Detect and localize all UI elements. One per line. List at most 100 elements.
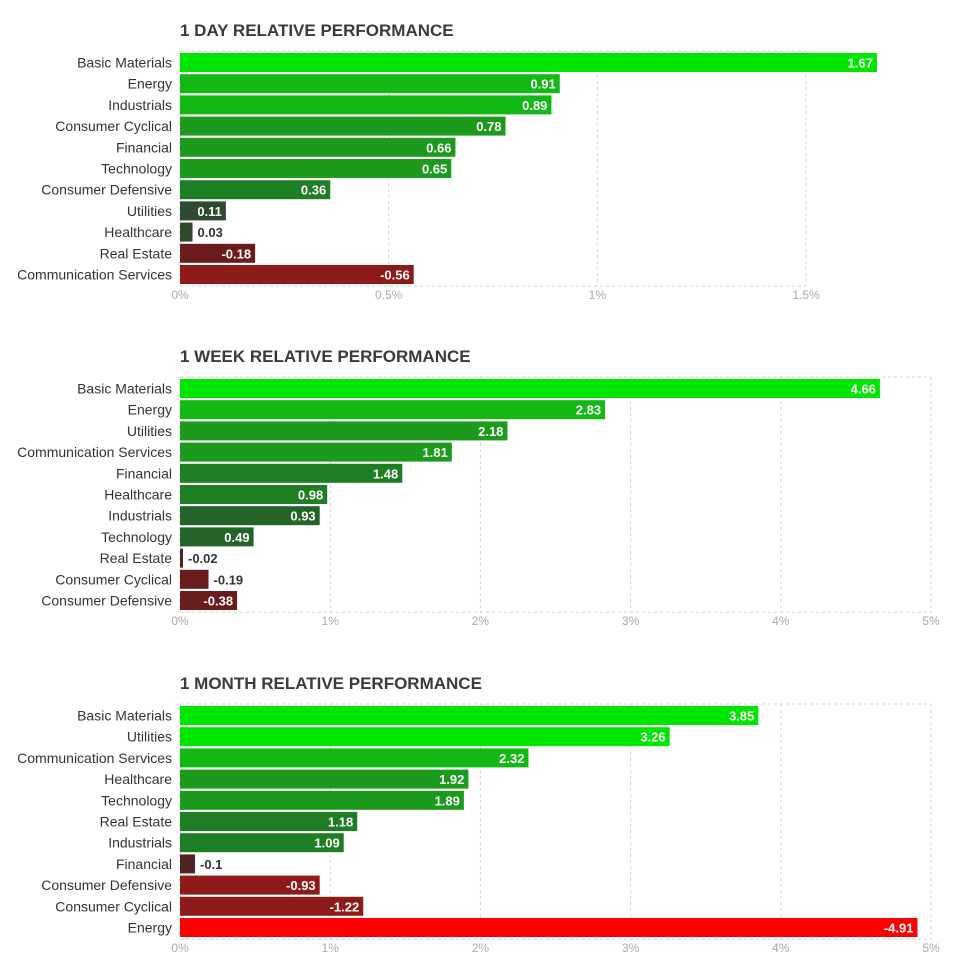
category-label: Basic Materials (77, 708, 172, 724)
bar (180, 400, 606, 420)
bar (180, 527, 254, 547)
bar (180, 727, 670, 747)
category-label: Healthcare (104, 224, 172, 240)
x-tick-label: 0.5% (375, 288, 403, 302)
bar (180, 379, 880, 398)
category-label: Energy (128, 402, 172, 418)
bar (180, 243, 256, 263)
value-label: -0.38 (203, 594, 233, 609)
value-label: 2.32 (499, 751, 524, 766)
value-label: 0.11 (197, 204, 222, 219)
bar (180, 833, 344, 853)
bar (180, 854, 196, 874)
value-label: -0.18 (221, 246, 251, 261)
value-label: 0.98 (298, 488, 323, 503)
value-label: 0.93 (290, 509, 315, 524)
category-label: Energy (128, 76, 172, 92)
value-label: -1.22 (330, 899, 360, 914)
value-label: -0.56 (380, 268, 410, 283)
category-label: Consumer Cyclical (55, 571, 172, 587)
category-label: Financial (116, 139, 172, 155)
bar (180, 442, 452, 462)
x-tick-label: 2% (472, 941, 490, 955)
category-label: Real Estate (100, 245, 173, 261)
x-tick-label: 3% (622, 614, 640, 628)
chart-panel-2: 1 WEEK RELATIVE PERFORMANCE 0% 1% 2% 3% 4% 5% B… (17, 347, 940, 628)
x-tick-label: 0% (171, 614, 189, 628)
category-label: Healthcare (104, 771, 172, 787)
value-label: -0.02 (188, 551, 218, 566)
category-label: Healthcare (104, 487, 172, 503)
bar (180, 748, 529, 768)
bar (180, 506, 320, 526)
value-label: -0.1 (200, 857, 222, 872)
bar (180, 463, 403, 483)
x-tick-label: 0% (171, 941, 189, 955)
chart-title: 1 WEEK RELATIVE PERFORMANCE (180, 347, 471, 366)
value-label: 0.66 (426, 140, 451, 155)
value-label: 0.78 (476, 119, 501, 134)
bar (180, 875, 320, 895)
value-label: 0.49 (224, 530, 249, 545)
category-label: Industrials (108, 508, 172, 524)
bar (180, 896, 364, 916)
value-label: 3.85 (729, 709, 754, 724)
x-tick-label: 5% (922, 614, 940, 628)
x-tick-label: 4% (772, 941, 790, 955)
value-label: -4.91 (884, 921, 914, 936)
value-label: 1.92 (439, 772, 464, 787)
bar (180, 706, 759, 725)
x-tick-label: 1% (322, 941, 340, 955)
category-label: Basic Materials (77, 55, 172, 71)
bar (180, 569, 209, 589)
bar (180, 180, 331, 200)
bar (180, 265, 414, 284)
x-tick-label: 4% (772, 614, 790, 628)
category-label: Industrials (108, 97, 172, 113)
category-label: Real Estate (100, 550, 173, 566)
category-label: Consumer Cyclical (55, 898, 172, 914)
value-label: -0.19 (214, 572, 244, 587)
x-tick-label: 0% (171, 288, 189, 302)
bar (180, 485, 328, 504)
category-label: Consumer Defensive (41, 877, 172, 893)
x-tick-label: 1% (589, 288, 607, 302)
bar (180, 95, 552, 115)
category-label: Energy (128, 920, 172, 936)
bar (180, 591, 238, 610)
bar (180, 548, 184, 568)
chart-title: 1 DAY RELATIVE PERFORMANCE (180, 21, 454, 40)
category-label: Basic Materials (77, 381, 172, 397)
value-label: 3.26 (640, 730, 665, 745)
x-tick-label: 3% (622, 941, 640, 955)
x-tick-label: 2% (472, 614, 490, 628)
bar (180, 201, 226, 221)
bar (180, 918, 918, 937)
category-label: Utilities (127, 729, 172, 745)
category-label: Financial (116, 856, 172, 872)
bar (180, 159, 452, 178)
x-tick-label: 1.5% (792, 288, 820, 302)
category-label: Utilities (127, 203, 172, 219)
bar (180, 790, 464, 810)
bar (180, 222, 193, 242)
chart-panel-3: 1 MONTH RELATIVE PERFORMANCE 0% 1% 2% 3% 4% 5%… (17, 674, 940, 955)
value-label: 0.89 (522, 98, 547, 113)
category-label: Communication Services (17, 750, 172, 766)
value-label: 2.18 (478, 424, 503, 439)
category-label: Consumer Defensive (41, 593, 172, 609)
chart-panel-1: 1 DAY RELATIVE PERFORMANCE 0% 0.5% 1% 1.5% Ba… (17, 21, 877, 302)
bar (180, 812, 358, 831)
category-label: Financial (116, 465, 172, 481)
category-label: Real Estate (100, 814, 173, 830)
category-label: Consumer Cyclical (55, 118, 172, 134)
value-label: 2.83 (576, 403, 601, 418)
value-label: 1.67 (848, 56, 873, 71)
value-label: -0.93 (286, 878, 316, 893)
category-label: Technology (101, 792, 172, 808)
category-label: Technology (101, 529, 172, 545)
value-label: 1.18 (328, 815, 353, 830)
value-label: 1.09 (314, 836, 339, 851)
value-label: 0.65 (422, 162, 447, 177)
